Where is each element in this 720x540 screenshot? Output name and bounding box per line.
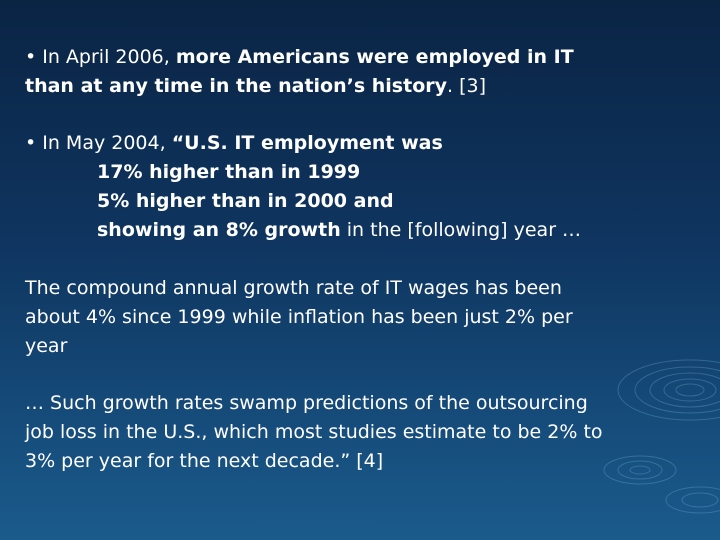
text-line: • In May 2004, “U.S. IT employment was xyxy=(25,132,443,154)
text-line: about 4% since 1999 while inflation has … xyxy=(25,306,573,328)
text: about 4% since 1999 while inflation has … xyxy=(25,306,573,328)
bold-text: 5% higher than in 2000 and xyxy=(97,190,394,212)
text-line: • In April 2006, more Americans were emp… xyxy=(25,46,574,68)
bold-text: showing an 8% growth xyxy=(97,219,341,241)
text-line: 5% higher than in 2000 and xyxy=(97,190,394,212)
text: in the [following] year … xyxy=(340,219,582,241)
text-line: 3% per year for the next decade.” [4] xyxy=(25,450,383,472)
text: . [3] xyxy=(447,75,486,97)
text: year xyxy=(25,335,68,357)
text: The compound annual growth rate of IT wa… xyxy=(25,277,562,299)
text: job loss in the U.S., which most studies… xyxy=(25,421,603,443)
text-line: … Such growth rates swamp predictions of… xyxy=(25,392,588,414)
text-line: 17% higher than in 1999 xyxy=(97,161,360,183)
text-line: job loss in the U.S., which most studies… xyxy=(25,421,603,443)
text: 3% per year for the next decade.” [4] xyxy=(25,450,384,472)
bold-text: more Americans were employed in IT xyxy=(175,46,574,68)
bold-text: 17% higher than in 1999 xyxy=(97,161,361,183)
text: • In May 2004, xyxy=(25,132,172,154)
text-line: year xyxy=(25,335,67,357)
text-line: The compound annual growth rate of IT wa… xyxy=(25,277,562,299)
bold-text: “U.S. IT employment was xyxy=(171,132,443,154)
text-line: showing an 8% growth in the [following] … xyxy=(97,219,581,241)
bold-text: than at any time in the nation’s history xyxy=(25,75,447,97)
text: … Such growth rates swamp predictions of… xyxy=(25,392,588,414)
text-line: than at any time in the nation’s history… xyxy=(25,75,486,97)
text: • In April 2006, xyxy=(25,46,176,68)
